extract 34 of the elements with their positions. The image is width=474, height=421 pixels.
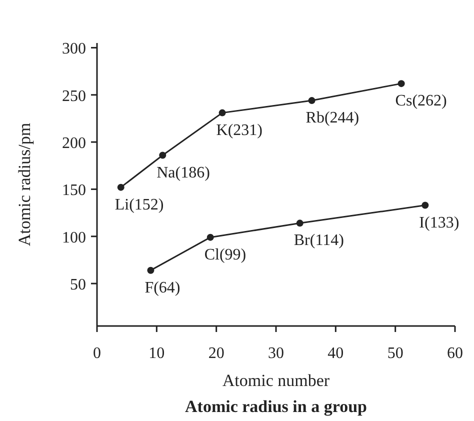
data-label: Cl(99) — [204, 246, 246, 264]
point — [117, 184, 124, 191]
y-tick-label: 100 — [62, 229, 86, 246]
data-label: Rb(244) — [306, 110, 360, 127]
x-tick-label: 0 — [93, 345, 101, 362]
x-tick-label: 40 — [328, 345, 344, 362]
data-label: Br(114) — [294, 232, 344, 250]
point — [218, 109, 226, 116]
x-tick-label: 60 — [447, 345, 463, 362]
point — [398, 80, 405, 88]
y-tick-label: 50 — [70, 276, 86, 294]
x-axis-title: Atomic number — [222, 371, 330, 390]
point — [159, 152, 166, 159]
x-tick-label: 10 — [148, 345, 165, 362]
y-tick-label: 200 — [62, 135, 86, 152]
y-axis-title: Atomic radius/pm — [15, 122, 34, 246]
point — [308, 97, 316, 104]
data-label: Cs(262) — [395, 92, 447, 110]
data-label: F(64) — [144, 279, 180, 296]
point — [206, 234, 214, 241]
point — [296, 220, 304, 227]
y-tick-label: 150 — [62, 182, 86, 200]
data-label: I(133) — [419, 214, 460, 232]
x-tick-label: 20 — [208, 345, 224, 362]
data-label: K(231) — [216, 122, 263, 139]
y-tick-label: 250 — [62, 88, 86, 105]
x-tick-label: 30 — [268, 345, 284, 362]
data-label: Li(152) — [114, 196, 164, 214]
point — [147, 266, 154, 274]
point — [422, 202, 429, 209]
y-tick-label: 300 — [62, 40, 86, 58]
data-label: Na(186) — [156, 164, 210, 182]
text: Atomic radius in a group — [185, 397, 367, 416]
x-tick-label: 50 — [387, 345, 404, 362]
